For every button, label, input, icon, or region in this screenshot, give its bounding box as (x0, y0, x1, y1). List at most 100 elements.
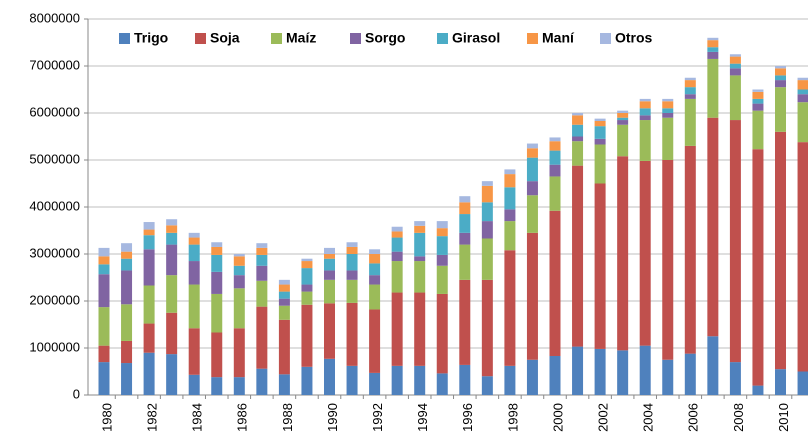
legend-swatch (350, 33, 361, 44)
bar-segment (278, 305, 290, 320)
bar-segment (459, 232, 471, 245)
bar-segment (166, 219, 178, 226)
bar-segment (752, 110, 764, 150)
bar-segment (233, 256, 245, 266)
bar-segment (391, 365, 403, 395)
bar-segment (617, 120, 629, 125)
bar-segment (572, 124, 584, 137)
bar-segment (526, 359, 538, 395)
bar-segment (211, 246, 223, 255)
bar-segment (662, 359, 674, 395)
bar-segment (436, 221, 448, 229)
bar-segment (459, 279, 471, 365)
bar-segment (98, 264, 110, 275)
bar-segment (391, 237, 403, 252)
bar-segment (414, 261, 426, 293)
bar-segment (594, 138, 606, 145)
bar-segment (684, 145, 696, 354)
bar-segment (211, 271, 223, 294)
bar-segment (256, 254, 268, 266)
x-tick-label: 2000 (550, 403, 565, 432)
bar-segment (549, 137, 561, 142)
bar-segment (459, 202, 471, 215)
bar-segment (684, 98, 696, 146)
bar-segment (707, 51, 719, 59)
y-tick-label: 5000000 (29, 151, 80, 166)
bar-segment (301, 261, 313, 269)
bar-segment (504, 174, 516, 188)
legend-swatch (119, 33, 130, 44)
bar-segment (572, 346, 584, 395)
bar-segment (797, 77, 808, 81)
bar-segment (797, 371, 808, 395)
bar-segment (594, 120, 606, 127)
bar-segment (301, 284, 313, 292)
bar-segment (301, 291, 313, 305)
bar-segment (617, 350, 629, 395)
bar-segment (504, 187, 516, 210)
bar-segment (481, 181, 493, 186)
bar-segment (346, 365, 358, 395)
legend-label: Trigo (134, 30, 168, 46)
bar-segment (775, 66, 786, 69)
legend-label: Maíz (286, 30, 316, 46)
bar-segment (346, 246, 358, 254)
bar-segment (166, 354, 178, 395)
bar-segment (391, 251, 403, 262)
bar-segment (526, 157, 538, 182)
legend-label: Soja (210, 30, 240, 46)
bar-segment (278, 284, 290, 292)
bar-segment (143, 229, 155, 236)
bar-segment (98, 274, 110, 308)
legend-swatch (271, 33, 282, 44)
bar-segment (639, 101, 651, 109)
bar-segment (436, 265, 448, 294)
bar-segment (526, 148, 538, 158)
bar-segment (256, 280, 268, 307)
bar-segment (369, 309, 381, 373)
bar-segment (549, 355, 561, 395)
bar-segment (346, 302, 358, 366)
bar-segment (639, 115, 651, 121)
bar-segment (752, 98, 764, 104)
bar-segment (391, 231, 403, 238)
bar-segment (121, 258, 133, 271)
bar-segment (256, 368, 268, 395)
bar-segment (775, 68, 786, 76)
bar-segment (369, 263, 381, 276)
bar-segment (188, 328, 200, 375)
bar-segment (436, 228, 448, 237)
bar-segment (797, 80, 808, 90)
bar-segment (617, 117, 629, 121)
bar-segment (662, 160, 674, 360)
bar-segment (188, 232, 200, 238)
bar-segment (594, 348, 606, 395)
bar-segment (256, 265, 268, 281)
bar-segment (324, 247, 335, 254)
bar-segment (233, 265, 245, 276)
y-tick-label: 6000000 (29, 104, 80, 119)
bar-segment (414, 232, 426, 257)
bar-segment (211, 293, 223, 333)
bar-segment (797, 102, 808, 143)
bar-segment (549, 150, 561, 165)
bar-segment (481, 221, 493, 239)
bar-segment (617, 156, 629, 351)
bar-segment (121, 270, 133, 305)
bar-segment (797, 142, 808, 372)
bar-segment (707, 336, 719, 395)
bar-segment (662, 117, 674, 160)
x-tick-label: 2002 (596, 403, 611, 432)
bar-segment (775, 75, 786, 81)
bar-segment (391, 292, 403, 366)
legend-label: Otros (615, 30, 653, 46)
bar-segment (414, 225, 426, 233)
bar-segment (707, 47, 719, 52)
y-tick-label: 8000000 (29, 10, 80, 25)
bar-segment (707, 37, 719, 41)
bar-segment (729, 54, 741, 57)
bar-segment (324, 303, 335, 359)
bar-segment (707, 117, 719, 337)
